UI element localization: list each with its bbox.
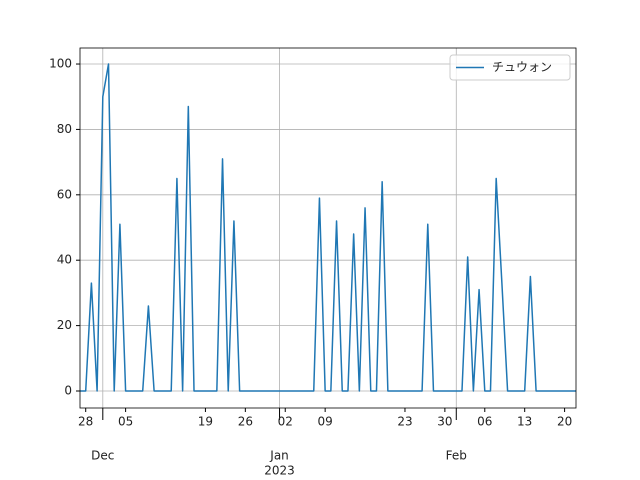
- x-tick-label: 20: [557, 415, 572, 429]
- y-tick-label: 20: [57, 318, 72, 332]
- x-tick-label: 05: [118, 415, 133, 429]
- y-tick-label: 100: [49, 57, 72, 71]
- y-tick-label: 60: [57, 187, 72, 201]
- x-tick-label: 26: [238, 415, 253, 429]
- x-tick-label: 28: [78, 415, 93, 429]
- year-label: 2023: [264, 464, 295, 478]
- legend-label: チュウォン: [492, 60, 552, 74]
- y-tick-label: 0: [64, 383, 72, 397]
- data-line: [80, 63, 576, 392]
- legend-box: [449, 54, 571, 81]
- x-tick-label-major: Dec: [91, 449, 114, 463]
- y-tick-label: 80: [57, 122, 72, 136]
- x-tick-label: 30: [437, 415, 452, 429]
- y-tick-label: 40: [57, 253, 72, 267]
- x-tick-label: 19: [198, 415, 213, 429]
- x-tick-label-major: Jan: [269, 449, 289, 463]
- plot-frame: [79, 47, 577, 409]
- x-tick-label: 09: [318, 415, 333, 429]
- x-tick-label: 02: [278, 415, 293, 429]
- x-tick-label: 23: [397, 415, 412, 429]
- x-tick-label: 13: [517, 415, 532, 429]
- x-tick-label-major: Feb: [446, 449, 467, 463]
- x-tick-label: 06: [477, 415, 492, 429]
